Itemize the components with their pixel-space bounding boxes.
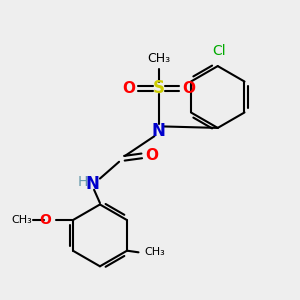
Text: CH₃: CH₃ bbox=[147, 52, 170, 65]
Text: O: O bbox=[182, 81, 195, 96]
Text: N: N bbox=[85, 175, 100, 193]
Text: O: O bbox=[39, 213, 51, 227]
Text: CH₃: CH₃ bbox=[144, 247, 165, 257]
Text: S: S bbox=[153, 79, 165, 97]
Text: O: O bbox=[122, 81, 135, 96]
Text: N: N bbox=[152, 122, 166, 140]
Text: Cl: Cl bbox=[212, 44, 226, 58]
Text: H: H bbox=[78, 176, 88, 189]
Text: O: O bbox=[145, 148, 158, 164]
Text: CH₃: CH₃ bbox=[11, 215, 32, 225]
